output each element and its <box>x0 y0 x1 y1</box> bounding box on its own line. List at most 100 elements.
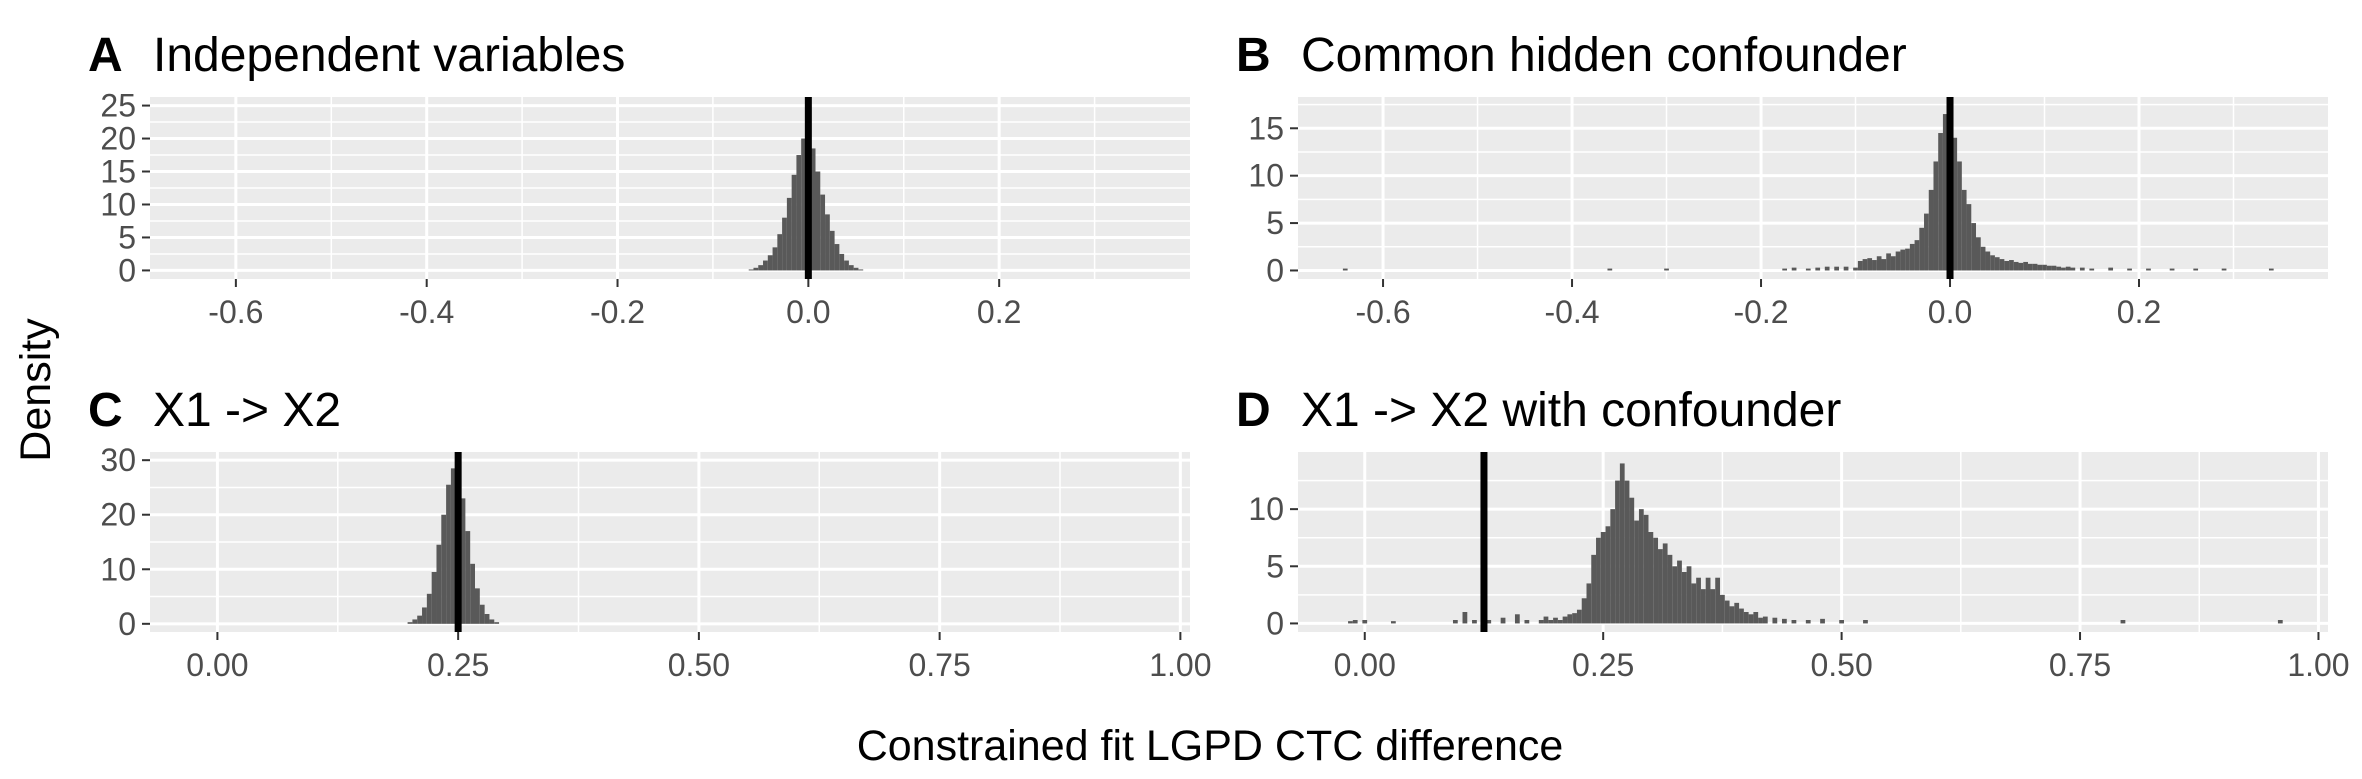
histogram-bar <box>1824 266 1830 271</box>
histogram-bar <box>426 593 432 624</box>
histogram-bar <box>1472 620 1477 624</box>
histogram-bar <box>1543 616 1549 624</box>
histogram-bar <box>1700 589 1706 624</box>
histogram-bar <box>1748 614 1754 624</box>
panel-title-c: X1 -> X2 <box>153 384 341 437</box>
histogram-bar <box>1696 577 1701 624</box>
histogram-bar <box>2061 267 2066 271</box>
histogram-bar <box>763 260 768 271</box>
histogram-bar <box>484 614 490 624</box>
histogram-bar <box>848 265 854 271</box>
panels: A Independent variables -0.6 -0.4 -0.2 0.0 0.2… <box>88 29 2350 683</box>
histogram-bar <box>1662 543 1668 624</box>
panel-d: D X1 -> X2 with confounder 0.00 0.25 0.50 0.7… <box>1236 384 2350 683</box>
histogram-bar <box>2268 268 2274 271</box>
histogram-bar <box>1952 137 1958 271</box>
histogram-bar <box>1624 480 1630 624</box>
histogram-bar <box>1890 256 1896 271</box>
histogram-bar <box>1686 566 1692 624</box>
grid-b <box>1298 97 2328 279</box>
histogram-bars-d <box>1348 463 2283 624</box>
x-tick-label: -0.4 <box>399 294 454 330</box>
histogram-bar <box>1791 267 1797 271</box>
histogram-bar <box>1348 621 1353 624</box>
histogram-bar <box>1994 257 2000 271</box>
histogram-bar <box>1557 620 1563 624</box>
histogram-bar <box>1667 554 1673 624</box>
histogram-bar <box>1629 497 1635 624</box>
x-tick-label: -0.2 <box>590 294 645 330</box>
histogram-bar <box>1610 509 1616 624</box>
histogram-bar <box>2089 268 2095 271</box>
histogram-bar <box>1586 583 1592 624</box>
histogram-bar <box>1567 614 1573 624</box>
y-axis-c: 0 10 20 30 <box>100 442 150 642</box>
histogram-bar <box>1524 620 1530 624</box>
histogram-bar <box>810 148 816 271</box>
histogram-bar <box>834 244 840 271</box>
y-axis-b: 0 5 10 15 <box>1248 110 1298 288</box>
histogram-bar <box>479 604 485 624</box>
histogram-bar <box>1933 161 1939 271</box>
histogram-bar <box>1805 268 1811 271</box>
histogram-bar <box>1862 259 1868 271</box>
histogram-bar <box>1591 554 1597 624</box>
histogram-bar <box>1648 532 1654 624</box>
x-tick-label: -0.4 <box>1544 294 1599 330</box>
histogram-bar <box>1863 620 1868 624</box>
histogram-bar <box>1876 256 1882 271</box>
histogram-bar <box>1596 537 1601 624</box>
histogram-bar <box>1715 577 1721 624</box>
x-tick-label: 0.2 <box>2117 294 2161 330</box>
panel-b: B Common hidden confounder -0.6 -0.4 -0.2 0.0… <box>1236 29 2328 330</box>
y-axis-title: Density <box>12 318 60 462</box>
histogram-bar <box>1985 251 1991 271</box>
histogram-bar <box>465 531 471 624</box>
histogram-bar <box>1782 618 1787 624</box>
x-axis-c: 0.00 0.25 0.50 0.75 1.00 <box>186 632 1212 683</box>
histogram-bar <box>2042 264 2047 271</box>
histogram-bar <box>450 468 456 624</box>
histogram-bar <box>2221 268 2227 271</box>
histogram-bar <box>1572 613 1577 624</box>
histogram-bar <box>2070 267 2076 271</box>
histogram-bar <box>1839 620 1844 624</box>
x-tick-label: 0.75 <box>908 647 970 683</box>
histogram-bar <box>1853 267 1858 271</box>
histogram-bar <box>1938 133 1943 271</box>
histogram-bar <box>1909 243 1915 271</box>
histogram-bar <box>2027 263 2033 271</box>
x-tick-label: 1.00 <box>1149 647 1211 683</box>
histogram-bar <box>2127 268 2132 271</box>
histogram-bar <box>1615 480 1620 624</box>
y-tick-label: 10 <box>1248 491 1284 527</box>
histogram-bar <box>2018 262 2024 271</box>
histogram-bar <box>422 607 427 624</box>
x-axis-d: 0.00 0.25 0.50 0.75 1.00 <box>1334 632 2350 683</box>
histogram-bar <box>1538 620 1544 624</box>
histogram-bar <box>1976 237 1981 271</box>
y-tick-label: 0 <box>1266 252 1284 288</box>
histogram-bar <box>1961 189 1967 271</box>
histogram-bar <box>1739 608 1744 624</box>
histogram-bar <box>1999 259 2005 271</box>
histogram-bar <box>2277 620 2283 624</box>
histogram-bar <box>1677 560 1682 624</box>
x-tick-label: 0.2 <box>977 294 1021 330</box>
panel-a: A Independent variables -0.6 -0.4 -0.2 0.0 0.2… <box>88 29 1190 330</box>
y-tick-label: 0 <box>1266 605 1284 641</box>
histogram-bar <box>1548 620 1554 624</box>
histogram-bar <box>1900 249 1906 271</box>
histogram-bar <box>1928 189 1934 271</box>
histogram-bar <box>2046 265 2052 271</box>
grid-c <box>150 452 1190 632</box>
histogram-bar <box>1758 617 1763 624</box>
x-tick-label: -0.2 <box>1733 294 1788 330</box>
x-axis-title: Constrained fit LGPD CTC difference <box>857 722 1564 770</box>
histogram-bar <box>2146 268 2151 271</box>
histogram-bar <box>1362 620 1368 624</box>
panel-title-d: X1 -> X2 with confounder <box>1301 384 1841 437</box>
y-tick-label: 25 <box>100 88 136 124</box>
y-tick-label: 10 <box>100 186 136 222</box>
